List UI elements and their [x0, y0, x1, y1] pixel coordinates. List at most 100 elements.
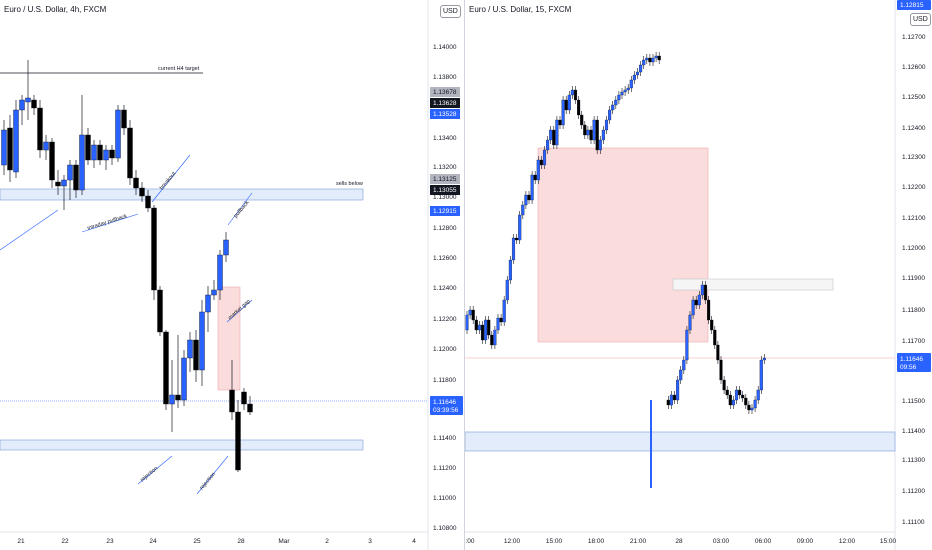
left-price-label: 1.12200 [433, 316, 457, 323]
left-currency-badge[interactable]: USD [440, 5, 461, 18]
candle [741, 391, 745, 402]
right-price-label: 1.12500 [902, 94, 926, 101]
candle [511, 234, 516, 264]
candle [229, 360, 235, 420]
candle [19, 95, 25, 125]
right-support-zone [465, 431, 896, 452]
left-time-label: 23 [106, 538, 114, 545]
candle [669, 391, 673, 409]
right-time-label: 15:00 [546, 538, 563, 545]
resistance-zone [672, 278, 834, 291]
left-price-label: 1.11800 [433, 377, 456, 384]
right-price-label: 1.11300 [902, 457, 925, 464]
candle [657, 52, 661, 64]
left-chart-canvas[interactable]: current H4 target sells below breakout p… [0, 0, 464, 550]
candle [719, 356, 723, 384]
candle [632, 71, 636, 84]
left-price-label: 1.12800 [433, 225, 457, 232]
candle [465, 311, 469, 334]
candle [139, 182, 145, 202]
candle [109, 145, 115, 165]
right-time-label: 28 [675, 538, 683, 545]
right-chart-pane[interactable]: 1.12700 1.12600 1.12500 1.12400 1.12300 1.122… [465, 0, 932, 550]
candle [496, 314, 500, 334]
candle [595, 116, 599, 154]
left-price-label: 1.12000 [433, 346, 457, 353]
left-time-label: 24 [149, 538, 157, 545]
pane-divider[interactable] [464, 0, 465, 550]
right-time-label: 09:00 [797, 538, 814, 545]
right-time-label: 18:00 [588, 538, 605, 545]
candle [552, 126, 556, 149]
candle [145, 190, 151, 212]
right-price-axis[interactable]: 1.12700 1.12600 1.12500 1.12400 1.12300 1.122… [902, 34, 926, 526]
candle [691, 296, 695, 319]
candle [13, 100, 19, 178]
left-price-label: 1.11000 [433, 495, 456, 502]
left-time-label: 2 [325, 538, 329, 545]
candle [666, 396, 670, 409]
left-price-label: 1.10800 [433, 525, 457, 532]
left-price-tag: 1.13125 [430, 174, 460, 184]
candle [542, 146, 547, 169]
candle [738, 386, 742, 399]
right-time-axis[interactable]: :00 12:00 15:00 18:00 21:00 28 03:00 06:00 09:00… [465, 538, 896, 545]
candle [49, 138, 55, 188]
svg-text:pullback: pullback [233, 200, 251, 220]
candle [626, 84, 630, 94]
candle [583, 121, 587, 139]
candle [527, 191, 531, 204]
left-price-tag: 1.13628 [430, 98, 460, 108]
candle [759, 356, 763, 394]
svg-text:rejection: rejection [139, 466, 159, 484]
candle [193, 330, 199, 382]
right-price-label: 1.12300 [902, 154, 926, 161]
left-time-axis[interactable]: 21 22 23 24 25 28 Mar 2 3 4 [17, 538, 416, 545]
candle [73, 160, 79, 198]
candle [731, 396, 735, 409]
right-currency-badge[interactable]: USD [910, 13, 931, 26]
right-price-label: 1.12100 [902, 215, 926, 222]
candle [505, 276, 509, 304]
left-time-label: 4 [412, 538, 416, 545]
right-last-price-tag: 1.11646 09:56 [897, 353, 931, 372]
candle [608, 106, 612, 124]
left-price-label: 1.11400 [433, 435, 456, 442]
candle [502, 296, 506, 326]
candle [564, 96, 568, 114]
candle [561, 96, 565, 129]
candle [55, 170, 61, 195]
candle [235, 400, 241, 472]
candle [181, 350, 187, 406]
svg-text:1.12915: 1.12915 [433, 208, 457, 215]
left-price-label: 1.11200 [433, 465, 456, 472]
candle [533, 171, 537, 184]
candle [187, 332, 193, 372]
right-time-label: 12:00 [839, 538, 856, 545]
svg-text:1.13055: 1.13055 [433, 187, 457, 194]
candle [642, 56, 646, 69]
svg-text:09:56: 09:56 [900, 364, 917, 371]
candle [747, 401, 751, 414]
right-price-label: 1.11500 [902, 398, 925, 405]
candle [115, 105, 121, 162]
candle [223, 232, 229, 262]
candle [539, 156, 543, 169]
right-price-label: 1.11400 [902, 428, 925, 435]
left-time-label: 21 [17, 538, 25, 545]
candle [97, 140, 103, 165]
candle [555, 116, 559, 149]
svg-text:1.13678: 1.13678 [433, 89, 457, 96]
svg-text:1.13628: 1.13628 [433, 100, 457, 107]
left-price-axis[interactable]: 1.14000 1.13800 1.13400 1.13200 1.13000 1.128… [433, 44, 457, 532]
right-chart-canvas[interactable]: 1.12700 1.12600 1.12500 1.12400 1.12300 1.122… [465, 0, 932, 550]
candle [570, 86, 574, 99]
candle [487, 316, 491, 339]
svg-text:1.11646: 1.11646 [900, 356, 923, 363]
left-chart-pane[interactable]: current H4 target sells below breakout p… [0, 0, 464, 550]
right-time-label: 06:00 [755, 538, 772, 545]
candle [199, 300, 205, 386]
candle [524, 191, 528, 209]
left-time-label: Mar [278, 538, 290, 545]
candle [654, 52, 658, 62]
